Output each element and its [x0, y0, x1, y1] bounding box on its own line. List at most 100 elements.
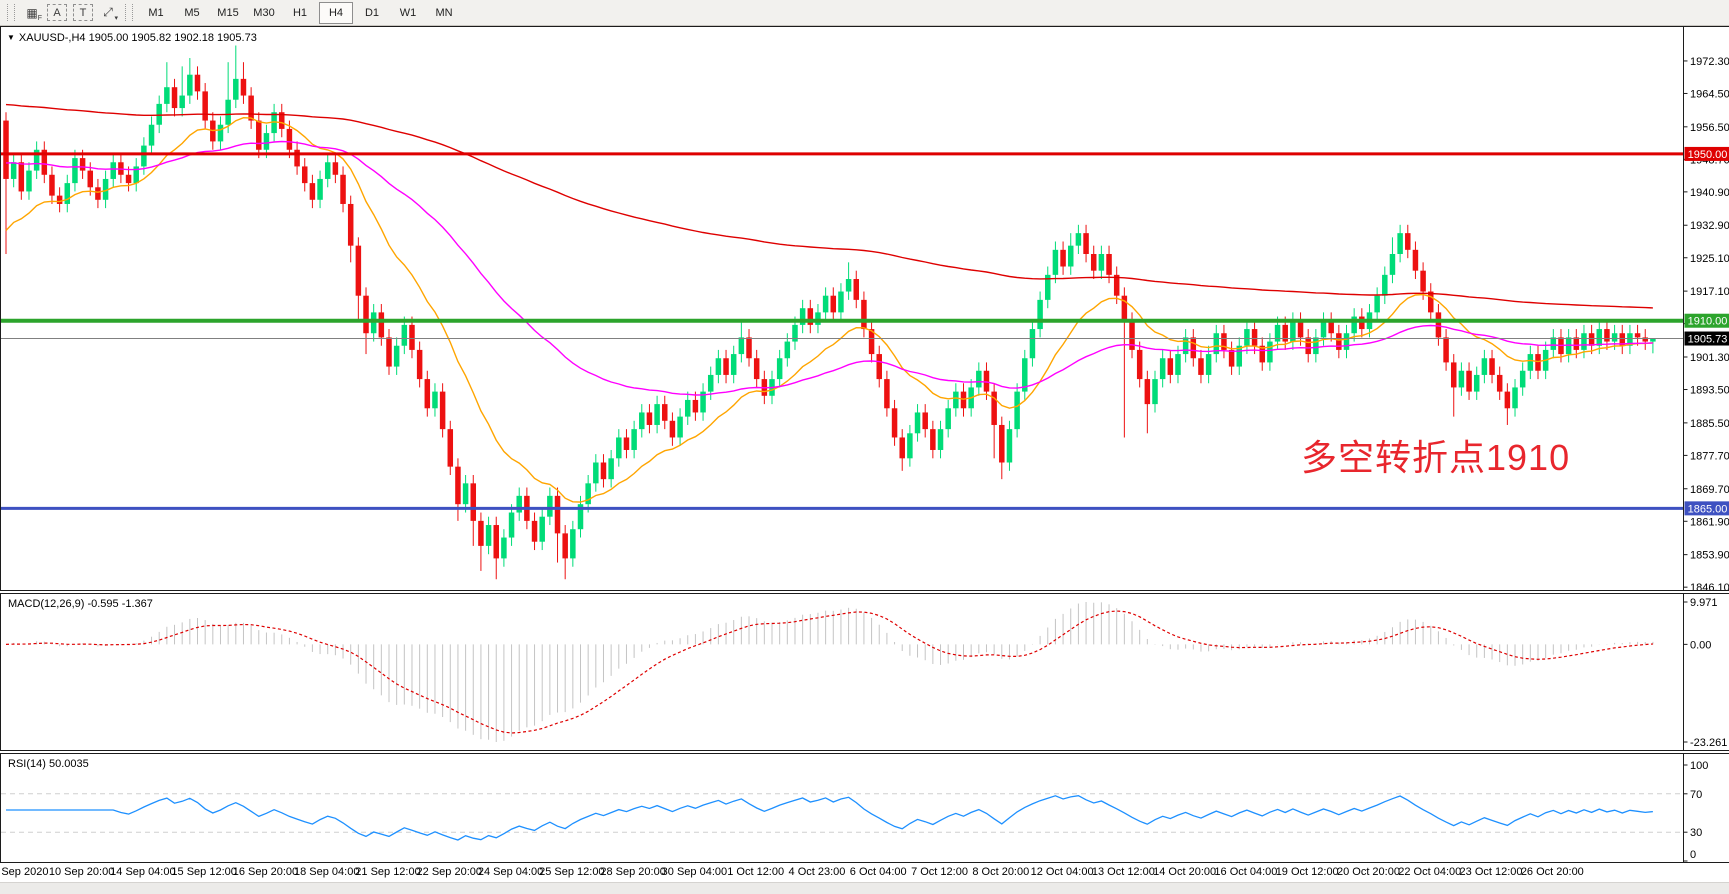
timeframe-button-m15[interactable]: M15 [217, 6, 239, 19]
candle-body[interactable] [1282, 324, 1288, 342]
candle-body[interactable] [1588, 333, 1595, 346]
candle-body[interactable] [1328, 320, 1334, 334]
candle-body[interactable] [1412, 249, 1419, 271]
candle-body[interactable] [1052, 249, 1059, 275]
toolbar-grip[interactable] [7, 4, 15, 21]
candle-body[interactable] [1067, 245, 1074, 267]
candle-body[interactable] [141, 145, 147, 167]
candle-body[interactable] [447, 429, 454, 467]
ma-fast-orange-line[interactable] [5, 116, 1653, 503]
main-chart-canvas[interactable]: 1972.301964.501956.501948.701940.901932.… [1, 27, 1729, 590]
candle-body[interactable] [1152, 379, 1158, 405]
candle-body[interactable] [1581, 333, 1587, 350]
candle-body[interactable] [1519, 370, 1526, 388]
candle-body[interactable] [1198, 358, 1204, 375]
candle-body[interactable] [179, 95, 185, 109]
candle-body[interactable] [830, 295, 837, 313]
candle-body[interactable] [1045, 274, 1051, 300]
candle-body[interactable] [570, 529, 576, 559]
candle-body[interactable] [363, 295, 369, 334]
candle-body[interactable] [279, 112, 285, 129]
candle-body[interactable] [1129, 320, 1135, 350]
candle-body[interactable] [937, 429, 944, 450]
candle-body[interactable] [409, 324, 415, 350]
candle-body[interactable] [286, 128, 293, 150]
candle-body[interactable] [531, 520, 538, 542]
candle-body[interactable] [1573, 337, 1580, 350]
candle-body[interactable] [332, 162, 339, 175]
candle-body[interactable] [263, 133, 270, 150]
candle-body[interactable] [1006, 429, 1013, 463]
candle-body[interactable] [1642, 337, 1648, 342]
candle-body[interactable] [355, 245, 362, 296]
candle-body[interactable] [1090, 254, 1097, 271]
candle-body[interactable] [1382, 274, 1388, 296]
candle-body[interactable] [1190, 337, 1197, 359]
candle-body[interactable] [646, 412, 653, 425]
candle-body[interactable] [470, 483, 477, 521]
candle-body[interactable] [631, 429, 637, 450]
candle-body[interactable] [171, 87, 178, 109]
candle-body[interactable] [792, 324, 798, 342]
bottom-scroll-strip[interactable] [0, 882, 1729, 894]
symbol-caret-icon[interactable]: ▼ [7, 33, 15, 42]
candle-body[interactable] [386, 337, 392, 367]
candle-body[interactable] [294, 149, 300, 167]
candle-body[interactable] [822, 295, 829, 313]
candle-body[interactable] [746, 337, 752, 359]
candle-body[interactable] [976, 370, 982, 388]
candle-body[interactable] [301, 166, 308, 184]
candle-body[interactable] [133, 166, 139, 184]
candle-body[interactable] [1634, 333, 1641, 338]
candle-body[interactable] [401, 324, 408, 346]
candle-body[interactable] [439, 391, 446, 430]
candle-body[interactable] [616, 437, 622, 459]
candle-body[interactable] [1228, 349, 1235, 367]
timeframe-button-h1[interactable]: H1 [292, 6, 308, 19]
candle-body[interactable] [945, 408, 951, 430]
font-a-icon[interactable]: A [47, 4, 67, 21]
candle-body[interactable] [49, 174, 55, 196]
candle-body[interactable] [156, 103, 162, 125]
candle-body[interactable] [723, 358, 729, 375]
chart-annotation-text[interactable]: 多空转折点1910 [1301, 437, 1571, 478]
candle-body[interactable] [960, 391, 967, 409]
candle-body[interactable] [1420, 270, 1426, 292]
candle-body[interactable] [10, 162, 17, 179]
candle-body[interactable] [577, 504, 584, 530]
timeframe-button-m5[interactable]: M5 [184, 6, 200, 19]
candle-body[interactable] [393, 345, 400, 367]
candle-body[interactable] [1221, 333, 1227, 350]
candle-body[interactable] [1435, 312, 1442, 338]
candle-body[interactable] [585, 483, 591, 505]
candle-body[interactable] [784, 341, 791, 359]
candle-body[interactable] [110, 162, 116, 179]
candle-body[interactable] [317, 178, 323, 200]
text-label-icon[interactable]: T [73, 4, 93, 21]
candle-body[interactable] [1443, 337, 1449, 363]
candle-body[interactable] [248, 95, 254, 121]
candle-body[interactable] [3, 120, 9, 179]
candle-body[interactable] [1175, 354, 1181, 375]
cursor-arrows-icon[interactable]: ⤢ ▾ [103, 5, 118, 22]
candle-body[interactable] [1182, 337, 1189, 355]
candle-body[interactable] [1359, 316, 1365, 330]
candle-body[interactable] [233, 78, 239, 100]
candle-body[interactable] [1014, 391, 1020, 430]
candle-body[interactable] [1450, 362, 1457, 388]
candle-body[interactable] [1496, 374, 1503, 392]
candle-body[interactable] [1481, 358, 1488, 375]
candle-body[interactable] [164, 87, 170, 104]
candle-body[interactable] [424, 379, 431, 409]
candle-body[interactable] [684, 399, 691, 417]
candle-body[interactable] [1205, 354, 1212, 375]
candle-body[interactable] [677, 416, 683, 438]
candle-body[interactable] [600, 462, 607, 480]
candle-body[interactable] [623, 437, 630, 450]
candle-body[interactable] [730, 354, 737, 375]
candle-body[interactable] [1136, 349, 1143, 380]
timeframe-button-mn[interactable]: MN [435, 6, 453, 19]
candle-body[interactable] [715, 358, 722, 375]
candle-body[interactable] [1167, 358, 1174, 375]
candle-body[interactable] [1144, 379, 1151, 405]
